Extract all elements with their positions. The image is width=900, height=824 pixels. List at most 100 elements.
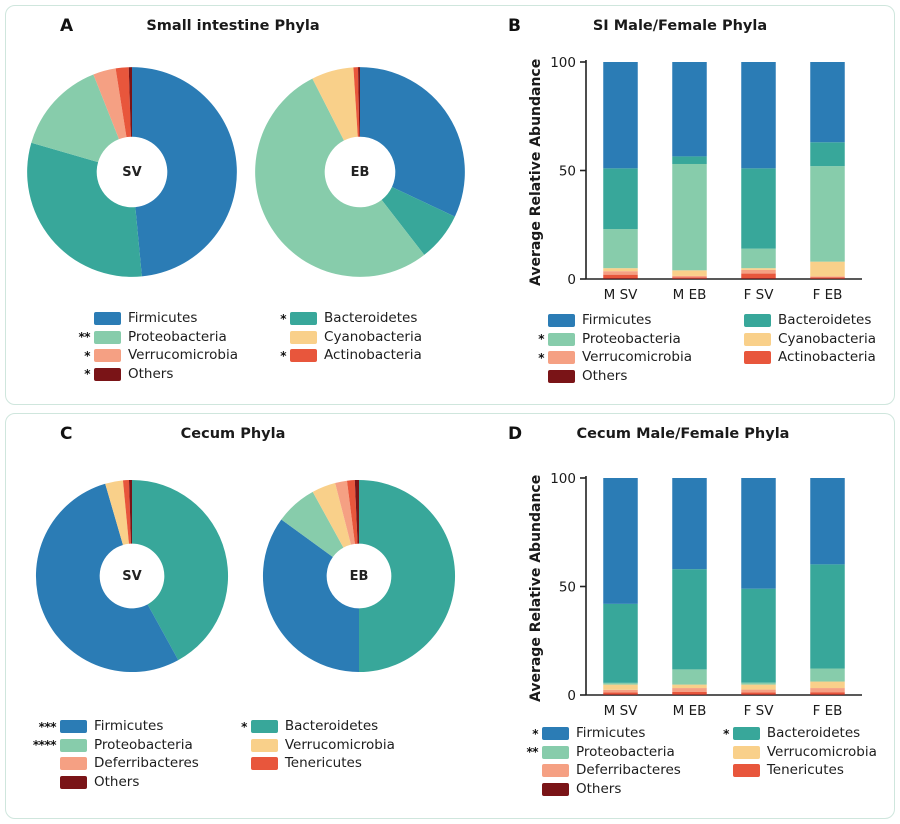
bar-segment	[603, 692, 638, 695]
bar-segment	[672, 569, 707, 670]
legend-color-swatch	[542, 727, 569, 741]
legend-label: Actinobacteria	[778, 349, 876, 366]
legend-label: Tenericutes	[766, 762, 844, 779]
panel-a: A Small intestine Phyla SV EB Firmicutes…	[8, 8, 465, 402]
legend-item: Firmicutes	[64, 310, 238, 327]
bar-segment	[810, 166, 845, 262]
bar-segment	[741, 268, 776, 270]
legend-label: Firmicutes	[128, 310, 198, 326]
bar-segment	[672, 688, 707, 692]
donut-slice	[128, 479, 132, 544]
legend-item: * Bacteroidetes	[260, 310, 422, 327]
y-tick-label: 50	[559, 580, 576, 596]
legend-significance-stars: **	[526, 745, 538, 760]
legend-label: Firmicutes	[582, 312, 652, 328]
bar-segment	[603, 62, 638, 169]
legend-item: Deferribacteres	[30, 756, 199, 772]
bar-segment	[603, 271, 638, 275]
legend-color-swatch	[250, 738, 278, 752]
legend-color-swatch	[94, 312, 121, 326]
bar-segment	[741, 278, 776, 279]
x-tick-label: F EB	[813, 703, 843, 719]
legend-panel-d: * Firmicutes * Bacteroidetes ** Proteobacteri…	[512, 725, 877, 797]
bar-segment	[810, 142, 845, 167]
legend-label: Bacteroidetes	[324, 310, 418, 326]
legend-item: Others	[30, 773, 199, 791]
legend-label: Verrucomicrobia	[128, 347, 239, 364]
legend-label: Proteobacteria	[94, 736, 193, 753]
legend-panel-b: Firmicutes Bacteroidetes * Proteobacteria Cy…	[518, 312, 876, 384]
bar-segment	[672, 270, 707, 276]
y-tick-label: 100	[550, 471, 576, 487]
panel-a-letter: A	[60, 16, 74, 36]
donut-chart-si-eb: EB	[253, 65, 467, 279]
bar-segment	[603, 694, 638, 695]
bar-segment	[741, 273, 776, 279]
legend-significance-stars: ****	[32, 738, 57, 753]
legend-item: * Actinobacteria	[260, 348, 422, 364]
donut-slice	[312, 67, 358, 141]
bar-segment	[603, 274, 638, 279]
legend-panel-a: Firmicutes * Bacteroidetes ** Proteobacteria…	[64, 310, 422, 382]
bar-segment	[810, 564, 845, 669]
legend-color-swatch	[94, 367, 121, 381]
x-tick-label: M SV	[604, 287, 639, 303]
legend-panel-c: *** Firmicutes * Bacteroidetes **** Proteobac…	[30, 718, 395, 791]
legend-color-swatch	[548, 351, 575, 365]
bar-segment	[603, 682, 638, 685]
legend-label: Deferribacteres	[94, 755, 199, 772]
legend-color-swatch	[542, 782, 569, 796]
bar-segment	[741, 168, 776, 249]
legend-item: * Verrucomicrobia	[64, 348, 238, 364]
legend-color-swatch	[290, 330, 318, 344]
legend-item: *** Firmicutes	[30, 718, 199, 735]
legend-item: ** Proteobacteria	[512, 744, 681, 761]
bar-segment	[603, 268, 638, 272]
panel-b-letter: B	[508, 16, 522, 36]
donut-chart-cecum-sv: SV	[34, 478, 230, 674]
donut-slice	[360, 67, 465, 217]
legend-significance-stars: **	[78, 330, 90, 345]
donut-slice	[358, 67, 360, 137]
bar-segment	[603, 684, 638, 690]
legend-significance-stars: *	[241, 719, 247, 734]
legend-color-swatch	[542, 745, 569, 759]
legend-significance-stars: *	[538, 350, 544, 365]
bar-segment	[810, 278, 845, 279]
legend-significance-stars: *	[280, 348, 287, 363]
donut-slice	[35, 483, 179, 673]
legend-label: Verrucomicrobia	[766, 743, 877, 760]
x-tick-label: M EB	[673, 703, 707, 719]
legend-item: * Proteobacteria	[518, 331, 692, 348]
legend-item: **** Proteobacteria	[30, 736, 199, 754]
legend-label: Others	[94, 773, 140, 790]
legend-label: Verrucomicrobia	[582, 349, 693, 366]
legend-color-swatch	[744, 314, 772, 328]
legend-label: Verrucomicrobia	[284, 736, 395, 753]
donut-chart-cecum-eb: EB	[261, 478, 457, 674]
donut-slice	[346, 480, 358, 544]
donut-slice	[255, 78, 425, 277]
legend-item: * Firmicutes	[512, 725, 681, 742]
panel-b: B SI Male/Female Phyla Average Relative …	[460, 8, 892, 402]
bar-segment	[603, 229, 638, 269]
bar-segment	[741, 682, 776, 685]
legend-color-swatch	[548, 332, 575, 346]
legend-item: Cyanobacteria	[260, 329, 422, 346]
donut-slice	[312, 482, 351, 548]
legend-item: * Bacteroidetes	[703, 725, 877, 742]
donut-slice	[262, 519, 359, 673]
bar-segment	[810, 261, 845, 277]
bar-segment	[810, 478, 845, 565]
bar-segment	[741, 248, 776, 269]
legend-item: Deferribacteres	[512, 763, 681, 779]
legend-color-swatch	[60, 757, 87, 771]
legend-item: Verrucomicrobia	[703, 743, 877, 761]
donut-slice	[354, 479, 359, 544]
bar-segment	[672, 684, 707, 689]
x-tick-label: F SV	[744, 287, 775, 303]
bar-segment	[672, 278, 707, 279]
legend-label: Bacteroidetes	[284, 718, 379, 734]
legend-label: Deferribacteres	[576, 762, 681, 779]
legend-label: Tenericutes	[284, 755, 362, 772]
